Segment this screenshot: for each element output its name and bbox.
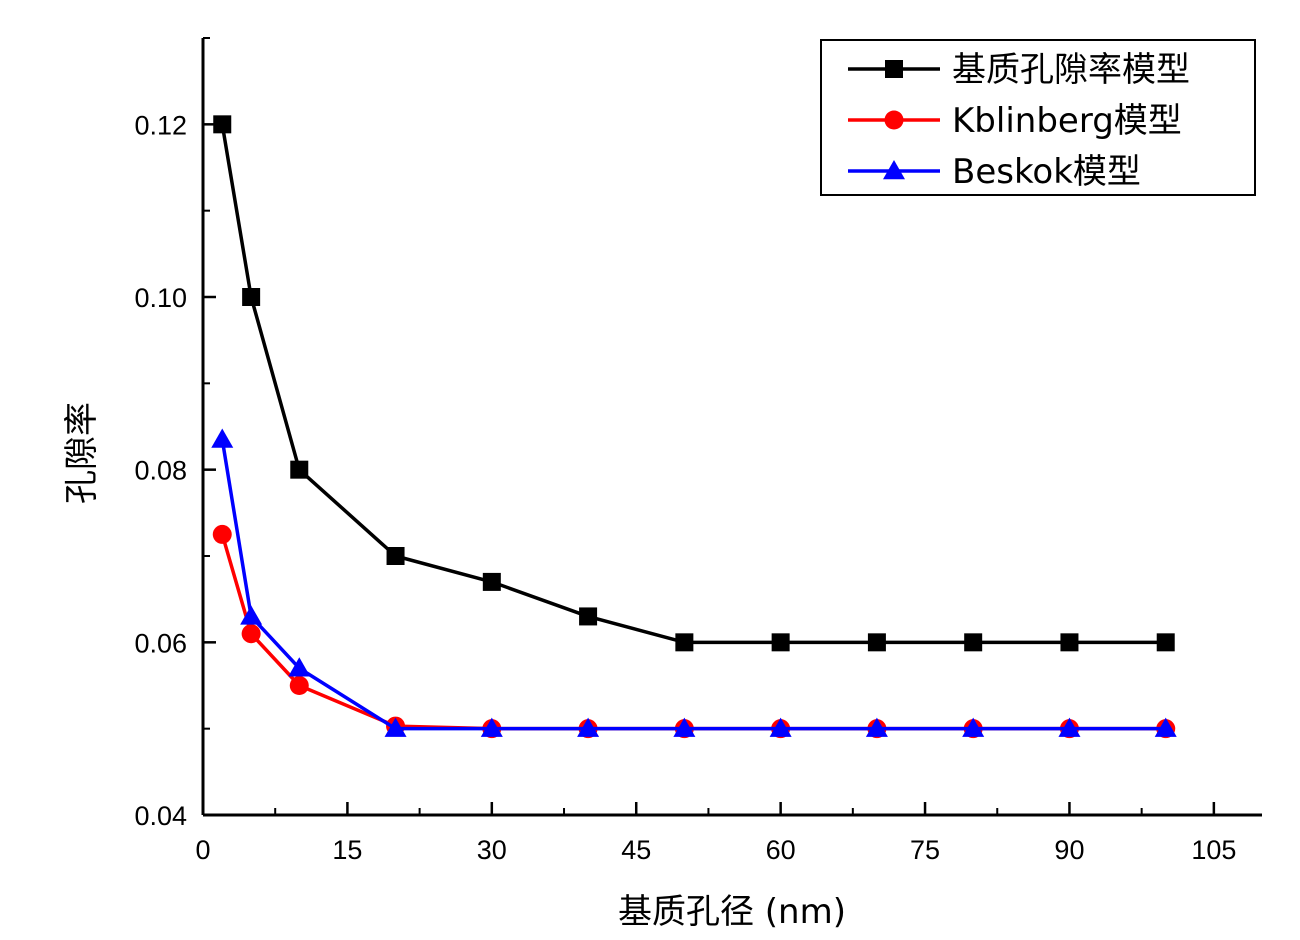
data-point [290, 460, 309, 479]
data-point [1154, 717, 1177, 737]
series-layer [211, 115, 1177, 739]
data-point [964, 633, 983, 652]
y-tick-label: 0.04 [134, 801, 187, 831]
x-tick-label: 0 [195, 835, 210, 865]
series-line [220, 439, 1166, 731]
x-tick-label: 60 [766, 835, 796, 865]
y-tick-label: 0.10 [134, 283, 187, 313]
data-point [386, 547, 405, 565]
data-point [384, 717, 407, 737]
x-tick-label: 30 [477, 835, 507, 865]
data-point [771, 633, 790, 652]
legend-label: 基质孔隙率模型 [952, 50, 1190, 90]
data-point [480, 717, 503, 737]
y-axis-title: 孔隙率 [62, 402, 102, 504]
data-point [867, 633, 886, 652]
legend: 基质孔隙率模型 Kblinberg模型 Beskok模型 [820, 39, 1256, 196]
legend-marker [884, 110, 904, 130]
legend-label: Kblinberg模型 [952, 101, 1182, 141]
series-line [220, 533, 1166, 731]
data-point [1060, 633, 1079, 652]
x-axis-title: 基质孔径 (nm) [618, 892, 846, 932]
data-point [211, 428, 234, 448]
y-tick-label: 0.08 [134, 456, 187, 486]
y-tick-label: 0.12 [134, 110, 187, 140]
axes [201, 38, 1262, 817]
x-tick-label: 75 [910, 835, 940, 865]
data-point [577, 717, 600, 737]
data-point [213, 115, 232, 134]
data-point [482, 572, 501, 591]
y-tick-label: 0.06 [134, 628, 187, 658]
legend-label: Beskok模型 [952, 152, 1141, 192]
legend-marker [883, 160, 905, 180]
x-tick-label: 15 [332, 835, 362, 865]
data-point [769, 717, 792, 737]
legend-marker [885, 60, 903, 78]
data-point [289, 676, 309, 695]
series-triangle [211, 428, 1177, 737]
data-point [288, 657, 311, 677]
x-tick-label: 45 [621, 835, 651, 865]
data-point [242, 288, 261, 306]
data-point [1058, 717, 1081, 737]
data-point [962, 717, 985, 737]
ticks: 0 15 30 45 60 75 90 105 0.04 0.06 0.08 0.10 0.12 [134, 37, 1236, 865]
series-square [213, 115, 1175, 652]
data-point [212, 524, 232, 544]
data-point [865, 717, 888, 737]
data-point [241, 624, 261, 644]
x-tick-label: 90 [1054, 835, 1084, 865]
data-point [240, 605, 263, 625]
series-line [220, 124, 1166, 645]
x-tick-label: 105 [1191, 835, 1236, 865]
data-point [675, 633, 694, 652]
data-point [673, 717, 696, 737]
data-point [579, 607, 598, 626]
data-point [1156, 633, 1175, 652]
